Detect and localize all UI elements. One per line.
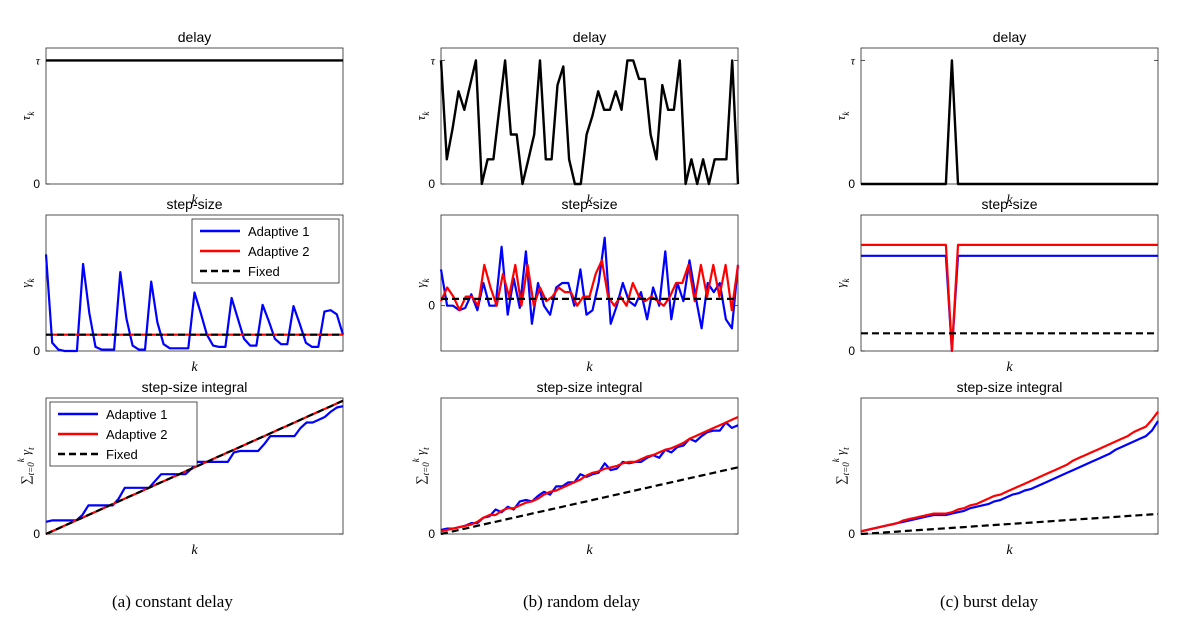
y-tick-label: 0 <box>428 299 435 313</box>
legend: Adaptive 1 Adaptive 2 Fixed <box>191 218 340 284</box>
series-line-adaptive-1 <box>440 421 739 531</box>
y-axis-label: ∑t=0k γt <box>411 447 431 485</box>
y-axis-label: γk <box>18 277 36 287</box>
y-axis-label: γk <box>833 277 851 287</box>
caption-a: (a) constant delay <box>112 592 233 611</box>
y-tick-label: 0 <box>848 344 855 358</box>
chart-panel-4: step-size 0 k γk Adaptive 1 Adaptive 2 Fixed <box>18 196 345 375</box>
y-tick-label: τ <box>851 53 856 67</box>
legend-label: Fixed <box>106 447 138 462</box>
plot-area <box>860 47 1159 185</box>
chart-panel-8: step-size integral 0 k ∑t=0k γt <box>411 379 739 558</box>
y-axis-label: γk <box>413 277 431 287</box>
chart-title: step-size <box>561 196 617 212</box>
series-line-adaptive-1 <box>44 254 345 353</box>
chart-title: step-size <box>981 196 1037 212</box>
series-line-adaptive-1 <box>861 254 1158 353</box>
y-axis-label: τk <box>18 111 36 121</box>
y-axis-label: τk <box>833 111 851 121</box>
y-tick-label: 0 <box>848 527 855 541</box>
legend-label: Fixed <box>248 264 280 279</box>
series-line-delay <box>861 59 1158 186</box>
chart-title: delay <box>573 29 606 45</box>
plot-area <box>45 47 344 185</box>
legend: Adaptive 1 Adaptive 2 Fixed <box>49 401 198 467</box>
chart-panel-9: step-size integral 0 k ∑t=0k γt <box>831 379 1159 558</box>
plot-area <box>860 214 1159 352</box>
chart-title: delay <box>993 29 1026 45</box>
y-axis-label: τk <box>413 111 431 121</box>
chart-title: step-size integral <box>957 379 1063 395</box>
caption-c: (c) burst delay <box>940 592 1039 611</box>
y-tick-label: 0 <box>428 527 435 541</box>
x-axis-label: k <box>586 543 593 558</box>
legend-label: Adaptive 1 <box>248 224 309 239</box>
y-axis-label: ∑t=0k γt <box>16 447 36 485</box>
plot-area <box>440 214 739 352</box>
plot-area <box>860 397 1159 535</box>
x-axis-label: k <box>191 360 198 375</box>
y-tick-label: 0 <box>33 177 40 191</box>
chart-title: step-size integral <box>142 379 248 395</box>
legend-label: Adaptive 1 <box>106 407 167 422</box>
chart-panel-6: step-size 0 k γk <box>833 196 1159 375</box>
plot-area <box>45 214 344 352</box>
series-line-adaptive-2 <box>439 259 740 312</box>
x-axis-label: k <box>191 543 198 558</box>
y-tick-label: 0 <box>848 177 855 191</box>
y-tick-label: τ <box>431 53 436 67</box>
series-line-adaptive-2 <box>45 399 344 536</box>
chart-title: delay <box>178 29 211 45</box>
series-line-fixed <box>860 512 1159 536</box>
plot-area <box>440 47 739 185</box>
chart-title: step-size integral <box>537 379 643 395</box>
series-line-adaptive-1 <box>439 236 740 330</box>
x-axis-label: k <box>586 360 593 375</box>
y-tick-label: 0 <box>428 177 435 191</box>
x-axis-label: k <box>1006 193 1013 208</box>
x-axis-label: k <box>191 193 198 208</box>
y-tick-label: 0 <box>33 344 40 358</box>
series-line-adaptive-1 <box>860 420 1159 533</box>
series-line-adaptive-2 <box>861 243 1158 353</box>
legend-label: Adaptive 2 <box>106 427 167 442</box>
y-tick-label: τ <box>36 53 41 67</box>
plot-area <box>45 397 344 535</box>
legend-label: Adaptive 2 <box>248 244 309 259</box>
chart-title: step-size <box>166 196 222 212</box>
x-axis-label: k <box>1006 543 1013 558</box>
plot-area <box>440 397 739 535</box>
series-line-fixed <box>440 466 739 536</box>
series-line-adaptive-2 <box>860 410 1159 533</box>
x-axis-label: k <box>1006 360 1013 375</box>
y-axis-label: ∑t=0k γt <box>831 447 851 485</box>
x-axis-label: k <box>586 193 593 208</box>
series-line-delay <box>439 59 740 186</box>
caption-b: (b) random delay <box>523 592 641 611</box>
series-line-adaptive-2 <box>440 416 739 533</box>
y-tick-label: 0 <box>33 527 40 541</box>
chart-panel-5: step-size 0 k γk <box>413 196 740 375</box>
